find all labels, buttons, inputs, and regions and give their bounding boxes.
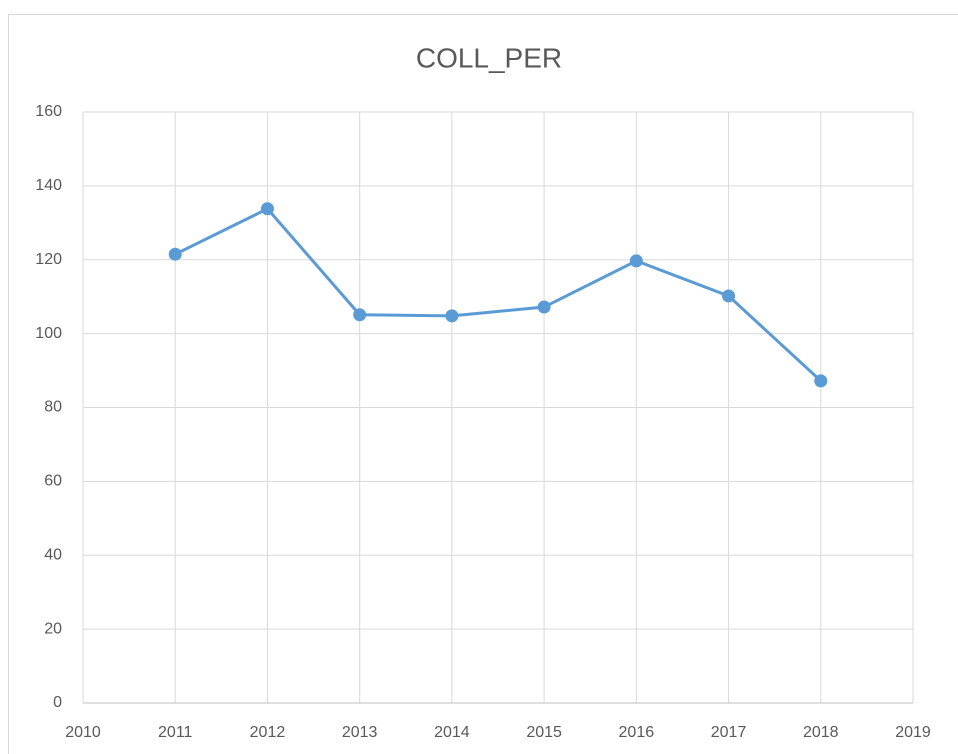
marker [445,309,459,323]
marker [260,202,274,216]
line [174,206,822,383]
y-tick-label: 160 [35,103,62,120]
y-tick-label: 0 [53,694,62,711]
y-tick-label: 40 [44,546,62,563]
x-tick-label: 2015 [526,724,562,741]
y-tick-label: 20 [44,620,62,637]
x-tick-label: 2016 [619,724,655,741]
x-tick-label: 2012 [250,724,286,741]
y-tick-label: 80 [44,399,62,416]
y-tick-label: 120 [35,251,62,268]
x-tick-label: 2011 [158,724,193,741]
y-tick-label: 100 [35,325,62,342]
marker [722,289,736,303]
y-tick-label: 60 [44,473,62,490]
marker [629,254,643,268]
x-tick-label: 2013 [342,724,378,741]
marker [537,300,551,314]
marker [168,247,182,261]
x-tick-label: 2019 [895,724,931,741]
x-tick-label: 2010 [65,724,101,741]
marker [814,374,828,388]
x-tick-label: 2014 [434,724,470,741]
chart-frame [8,14,958,754]
y-tick-label: 140 [35,177,62,194]
chart-title: COLL_PER [416,42,562,73]
x-tick-label: 2017 [711,724,747,741]
marker [353,308,367,322]
x-tick-label: 2018 [803,724,839,741]
